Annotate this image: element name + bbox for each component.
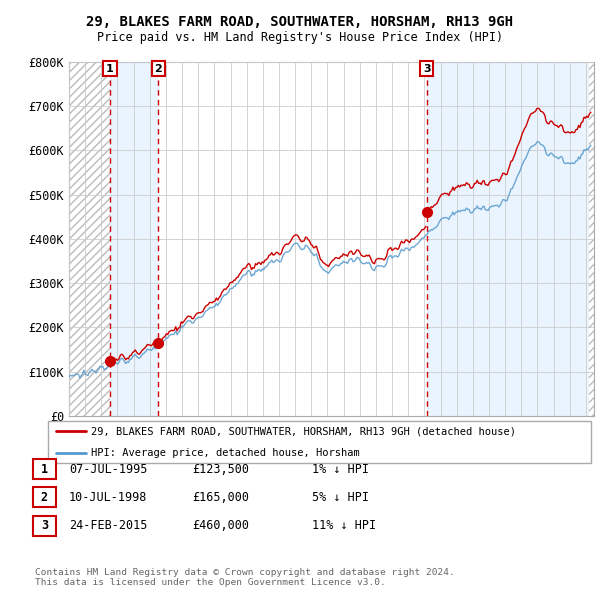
Bar <box>427 62 589 416</box>
Text: £460,000: £460,000 <box>192 519 249 532</box>
Text: 29, BLAKES FARM ROAD, SOUTHWATER, HORSHAM, RH13 9GH: 29, BLAKES FARM ROAD, SOUTHWATER, HORSHA… <box>86 15 514 29</box>
Text: 29, BLAKES FARM ROAD, SOUTHWATER, HORSHAM, RH13 9GH (detached house): 29, BLAKES FARM ROAD, SOUTHWATER, HORSHA… <box>91 427 517 436</box>
FancyBboxPatch shape <box>48 421 591 463</box>
Bar <box>110 62 158 416</box>
Text: HPI: Average price, detached house, Horsham: HPI: Average price, detached house, Hors… <box>91 448 360 457</box>
Text: Contains HM Land Registry data © Crown copyright and database right 2024.
This d: Contains HM Land Registry data © Crown c… <box>35 568 455 587</box>
Bar <box>158 62 427 416</box>
Text: 10-JUL-1998: 10-JUL-1998 <box>69 491 148 504</box>
Text: 24-FEB-2015: 24-FEB-2015 <box>69 519 148 532</box>
Text: Price paid vs. HM Land Registry's House Price Index (HPI): Price paid vs. HM Land Registry's House … <box>97 31 503 44</box>
Text: 07-JUL-1995: 07-JUL-1995 <box>69 463 148 476</box>
Text: 2: 2 <box>41 491 48 504</box>
Text: £165,000: £165,000 <box>192 491 249 504</box>
Text: 1: 1 <box>106 64 114 74</box>
Text: £123,500: £123,500 <box>192 463 249 476</box>
Bar <box>69 62 110 416</box>
Text: 3: 3 <box>423 64 431 74</box>
Text: 11% ↓ HPI: 11% ↓ HPI <box>312 519 376 532</box>
Bar <box>589 62 594 416</box>
Text: 1% ↓ HPI: 1% ↓ HPI <box>312 463 369 476</box>
Text: 1: 1 <box>41 463 48 476</box>
Text: 3: 3 <box>41 519 48 532</box>
Bar <box>589 62 594 416</box>
Bar <box>69 62 110 416</box>
Text: 2: 2 <box>155 64 163 74</box>
Text: 5% ↓ HPI: 5% ↓ HPI <box>312 491 369 504</box>
